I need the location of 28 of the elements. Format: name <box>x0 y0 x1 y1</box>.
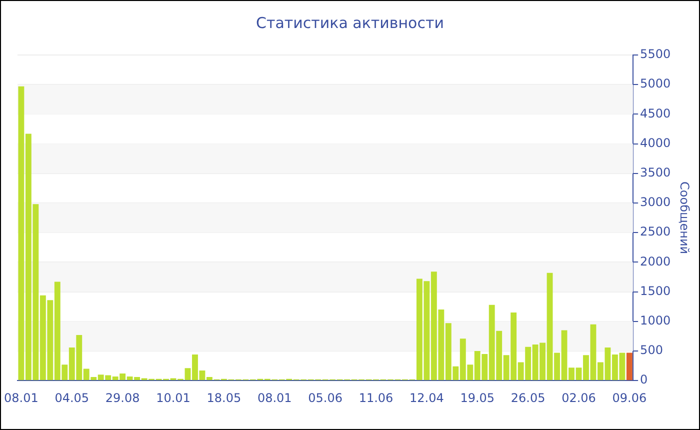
x-tick-label: 08.01 <box>257 390 292 405</box>
y-tick-label: 1000 <box>640 314 671 328</box>
y-tick-label: 0 <box>640 372 648 387</box>
x-tick-label: 10.01 <box>156 390 190 405</box>
x-tick-label: 09.06 <box>612 390 647 405</box>
y-tick-label: 4500 <box>640 106 671 120</box>
chart-title: Статистика активности <box>256 14 444 32</box>
x-tick-label: 18.05 <box>206 390 242 405</box>
x-tick-label: 11.06 <box>358 390 394 405</box>
y-tick-label: 3500 <box>640 166 671 180</box>
bar <box>626 352 632 380</box>
y-tick-label: 2000 <box>640 254 671 268</box>
x-tick-label: 02.06 <box>562 390 596 405</box>
x-tick-label: 29.08 <box>105 390 140 405</box>
y-tick-label: 1500 <box>640 284 671 298</box>
y-tick-label: 500 <box>640 343 663 358</box>
y-tick-label: 2500 <box>640 224 671 239</box>
x-tick-label: 05.06 <box>308 390 342 405</box>
x-tick-label: 12.04 <box>410 390 444 405</box>
x-tick-label: 19.05 <box>460 390 495 405</box>
y-tick-label: 5000 <box>640 76 671 91</box>
x-tick-label: 04.05 <box>54 390 90 405</box>
x-tick-label: 26.05 <box>510 390 546 405</box>
y-tick-label: 5500 <box>640 47 671 62</box>
y-axis-title: Сообщений <box>678 182 692 254</box>
y-tick-label: 3000 <box>640 195 671 210</box>
y-tick-label: 4000 <box>640 136 671 150</box>
x-tick-label: 08.01 <box>4 390 38 405</box>
